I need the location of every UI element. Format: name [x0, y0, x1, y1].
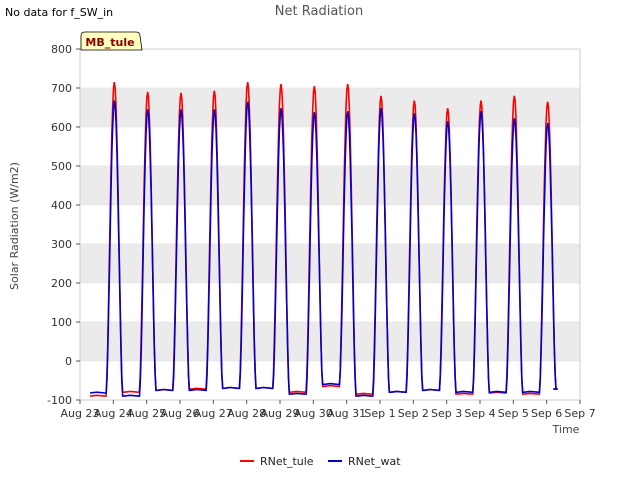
x-tick-label: Aug 31 — [327, 407, 366, 420]
y-tick-label: -100 — [47, 394, 72, 407]
x-tick-label: Aug 23 — [61, 407, 100, 420]
site-badge: MB_tule — [80, 31, 143, 51]
y-tick-label: 800 — [51, 43, 72, 56]
y-tick-label: 200 — [51, 277, 72, 290]
band — [80, 322, 580, 361]
x-tick-label: Aug 26 — [161, 407, 200, 420]
x-tick-label: Aug 27 — [194, 407, 233, 420]
plot-background-bands — [80, 49, 580, 400]
y-axis-label: Solar Radiation (W/m2) — [8, 162, 21, 290]
y-tick-label: 0 — [65, 355, 72, 368]
x-tick-label: Aug 30 — [294, 407, 333, 420]
band — [80, 88, 580, 127]
x-tick-label: Aug 29 — [261, 407, 300, 420]
x-tick-label: Sep 1 — [364, 407, 395, 420]
band — [80, 205, 580, 244]
series-line-RNet_wat — [89, 100, 558, 397]
x-tick-label: Sep 7 — [564, 407, 595, 420]
band — [80, 361, 580, 400]
band — [80, 283, 580, 322]
x-tick-label: Sep 6 — [531, 407, 562, 420]
site-badge-label: MB_tule — [85, 36, 134, 49]
chart-title: Net Radiation — [275, 4, 363, 19]
x-tick-label: Sep 5 — [498, 407, 529, 420]
legend-label: RNet_tule — [260, 455, 314, 468]
y-tick-label: 500 — [51, 160, 72, 173]
series-lines — [89, 81, 558, 397]
plot-frame — [79, 48, 581, 401]
y-tick-label: 100 — [51, 316, 72, 329]
x-tick-label: Sep 4 — [464, 407, 495, 420]
legend: RNet_tule RNet_wat — [240, 455, 401, 468]
y-tick-label: 600 — [51, 121, 72, 134]
band — [80, 244, 580, 283]
no-data-message: No data for f_SW_in — [5, 6, 114, 19]
x-tick-label: Aug 24 — [94, 407, 133, 420]
band — [80, 166, 580, 205]
x-tick-label: Aug 25 — [127, 407, 166, 420]
band — [80, 127, 580, 166]
x-tick-label: Sep 2 — [398, 407, 429, 420]
legend-label: RNet_wat — [348, 455, 401, 468]
band — [80, 49, 580, 88]
y-tick-label: 700 — [51, 82, 72, 95]
y-axis-ticks: -100 0 100 200 300 400 500 600 700 800 — [47, 43, 80, 407]
y-tick-label: 300 — [51, 238, 72, 251]
x-axis-label: Time — [552, 423, 580, 436]
x-tick-label: Aug 28 — [227, 407, 266, 420]
y-tick-label: 400 — [51, 199, 72, 212]
x-tick-label: Sep 3 — [431, 407, 462, 420]
